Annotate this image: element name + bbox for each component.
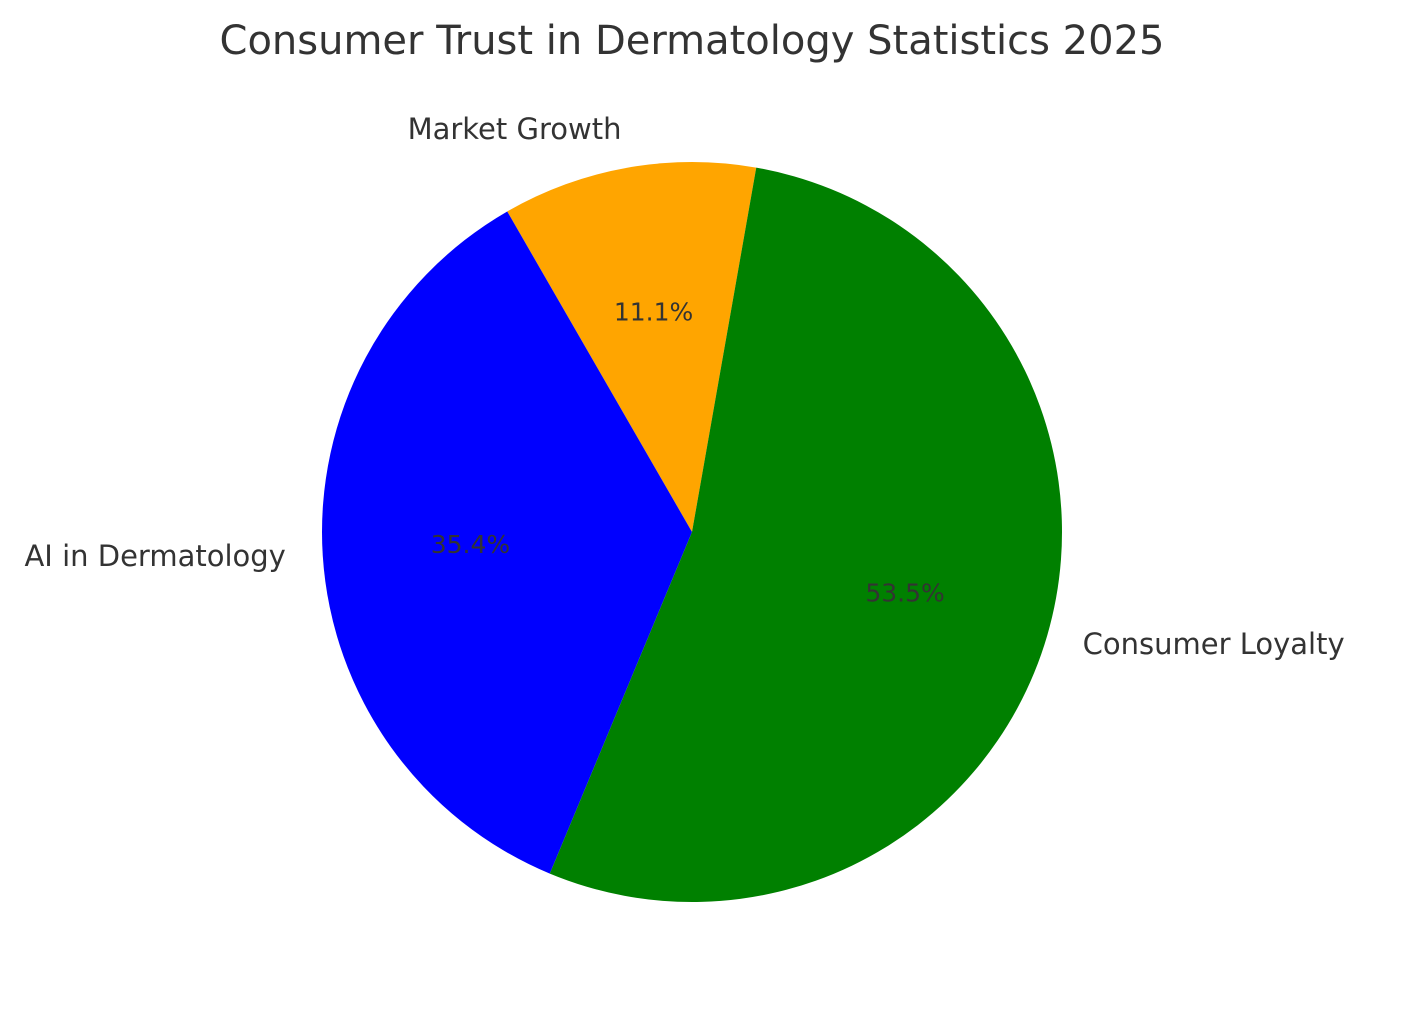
slice-label-ai-in-dermatology: AI in Dermatology [24,539,285,573]
slice-label-market-growth: Market Growth [408,112,622,146]
pie-slice-ai-in-dermatology [322,211,692,874]
pie-slices [322,162,1063,903]
pie-slice-market-growth [507,162,757,532]
chart-title: Consumer Trust in Dermatology Statistics… [220,18,1165,64]
pie-slice-consumer-loyalty [549,167,1063,903]
slice-percent-market-growth: 11.1% [614,297,693,326]
pie-labels: Market Growth 11.1% AI in Dermatology 35.4%… [24,112,1344,661]
slice-percent-ai-in-dermatology: 35.4% [431,530,510,559]
slice-percent-consumer-loyalty: 53.5% [865,578,944,607]
slice-label-consumer-loyalty: Consumer Loyalty [1083,627,1345,661]
